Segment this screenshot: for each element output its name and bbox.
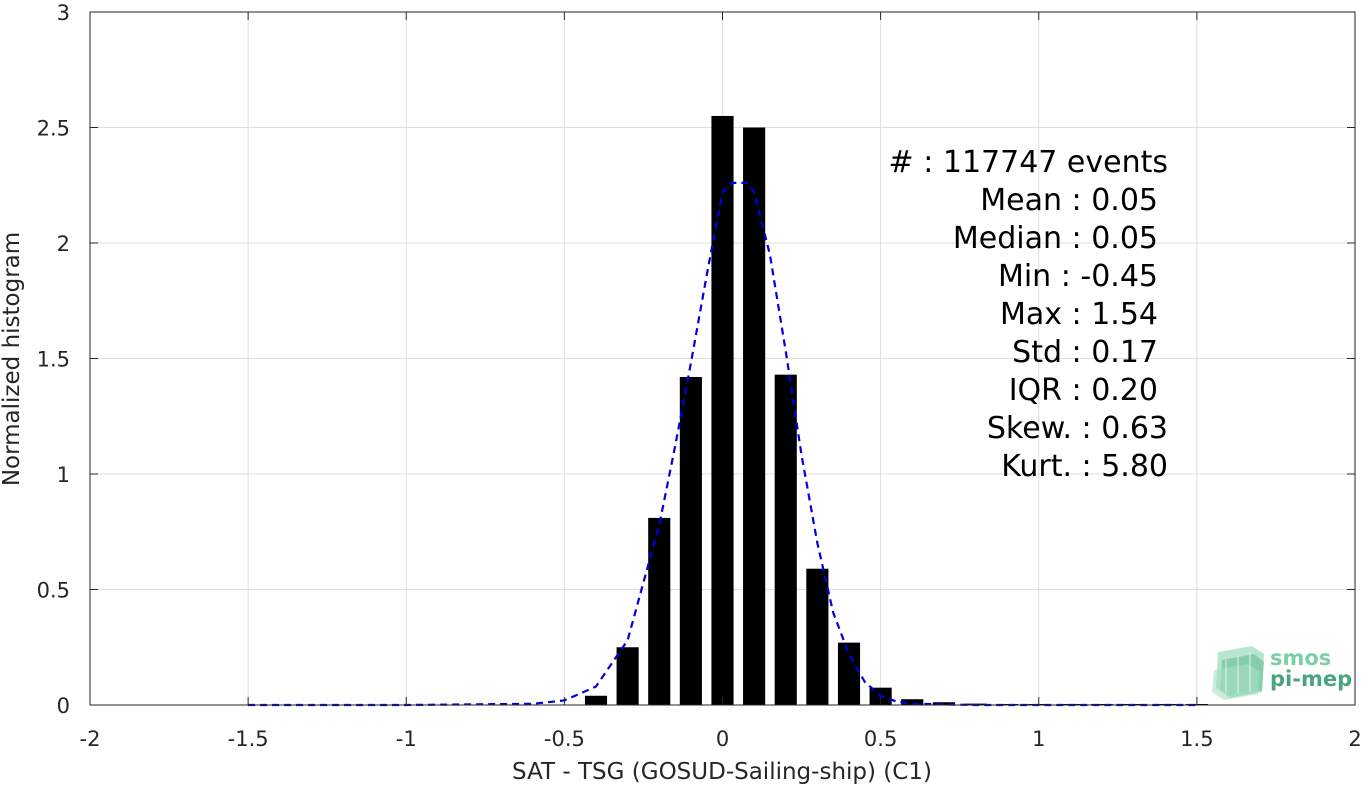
y-tick-label: 1 [57,463,70,487]
histogram-bar [837,642,861,705]
x-tick-label: 1.5 [1180,727,1213,751]
x-tick-label: 1 [1032,727,1045,751]
histogram-bar [616,647,639,705]
y-tick-label: 0.5 [37,579,70,603]
x-tick-label: 0.5 [864,727,897,751]
stat-line: Max : 1.54 [1000,297,1158,332]
x-tick-labels: -2 -1.5 -1 -0.5 0 0.5 1 1.5 2 [80,727,1362,751]
histogram-bar [584,695,608,705]
y-axis-label: Normalized histogram [0,232,25,486]
stat-line: # : 117747 events [889,145,1168,180]
y-tick-labels: 0 0.5 1 1.5 2 2.5 3 [37,1,70,718]
x-tick-label: 0 [716,727,729,751]
logo-mark-icon [1212,646,1264,700]
histogram-bar [901,699,924,705]
stat-line: Std : 0.17 [1012,335,1158,370]
logo-text-smos: smos [1270,646,1331,670]
histogram-bar [711,115,734,705]
histogram-bar [932,702,955,705]
histogram-bars [584,115,1208,705]
stat-line: Skew. : 0.63 [987,411,1168,446]
x-tick-label: 2 [1348,727,1361,751]
histogram-bar [806,568,829,705]
x-axis-label: SAT - TSG (GOSUD-Sailing-ship) (C1) [512,759,932,785]
fit-curve [248,181,1197,707]
y-tick-label: 2.5 [37,117,70,141]
histogram-bar [743,127,766,705]
smos-pi-mep-logo: smos pi-mep [1212,646,1352,700]
stat-line: Min : -0.45 [998,259,1158,294]
y-tick-label: 2 [57,232,70,256]
x-tick-label: -1.5 [228,727,269,751]
logo-text-pi-mep: pi-mep [1270,667,1352,691]
stat-line: IQR : 0.20 [1009,373,1158,408]
y-tick-label: 1.5 [37,348,70,372]
histogram-bar [774,374,797,705]
x-tick-label: -0.5 [544,727,585,751]
histogram-bar [679,376,702,705]
x-tick-label: -1 [396,727,417,751]
histogram-bar [648,517,671,705]
stat-line: Median : 0.05 [953,221,1158,256]
axes-box [89,11,1356,706]
x-tick-label: -2 [80,727,101,751]
stat-line: Kurt. : 5.80 [1001,449,1168,484]
stat-line: Mean : 0.05 [980,183,1158,218]
y-tick-label: 3 [57,1,70,25]
y-tick-label: 0 [57,694,70,718]
